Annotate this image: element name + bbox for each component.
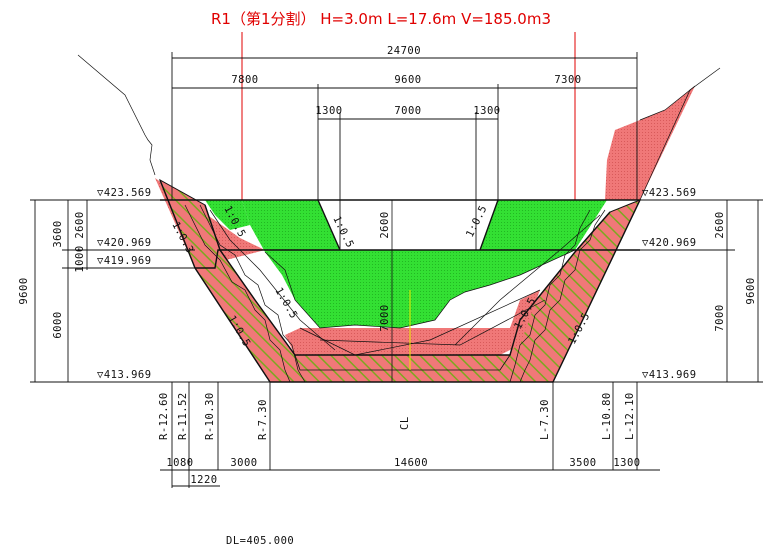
dim-center-width: 9600 [394, 74, 421, 86]
inner-cut-zone [285, 290, 540, 355]
dim-14600: 14600 [394, 457, 428, 469]
elev-left-top: ▽423.569 [97, 187, 152, 199]
dim-bottom-top: 7000 [394, 105, 421, 117]
mid-level-line [195, 249, 640, 269]
dim-center-7000: 7000 [379, 304, 391, 331]
dim-3500: 3500 [569, 457, 596, 469]
dim-right-9600: 9600 [745, 277, 757, 304]
elev-right-top: ▽423.569 [642, 187, 697, 199]
dim-left-3600: 3600 [52, 220, 64, 247]
offset-r3: R-10.30 [204, 392, 216, 440]
channel-left-wall [317, 199, 341, 251]
inner-outline [204, 204, 611, 356]
drawing-title: R1（第1分割） H=3.0m L=17.6m V=185.0m3 [211, 10, 551, 28]
dim-1300: 1300 [613, 457, 640, 469]
left-diagonal-1 [209, 209, 336, 351]
right-cut-region [605, 86, 695, 200]
offset-l1: L-7.30 [539, 399, 551, 440]
elev-left-mid2: ▽419.969 [97, 255, 152, 267]
offset-r2: R-11.52 [177, 392, 189, 440]
elev-right-bottom: ▽413.969 [642, 369, 697, 381]
offset-l2: L-10.80 [601, 392, 613, 440]
right-diagonal-1 [454, 214, 601, 346]
existing-ground-left [77, 54, 156, 176]
dim-right-width: 7300 [554, 74, 581, 86]
left-stepped-line-1 [184, 204, 291, 383]
right-stepped-line-1 [519, 209, 606, 383]
dim-left-width: 7800 [231, 74, 258, 86]
existing-ground-right-2 [639, 85, 696, 121]
elev-right-mid: ▽420.969 [642, 237, 697, 249]
channel-right-wall [479, 199, 499, 251]
dim-slope-left: 1300 [315, 105, 342, 117]
datum-level: DL=405.000 [226, 535, 294, 547]
dim-slope-right: 1300 [473, 105, 500, 117]
dim-total-width: 24700 [387, 45, 421, 57]
elev-left-mid: ▽420.969 [97, 237, 152, 249]
dim-left-9600: 9600 [18, 277, 30, 304]
dim-1080: 1080 [166, 457, 193, 469]
dim-1220: 1220 [190, 474, 217, 486]
bottom-hatch-strip [294, 354, 511, 371]
left-stepped-line-2 [199, 204, 306, 383]
riverbed-line-3 [319, 299, 546, 346]
dim-right-7000: 7000 [714, 304, 726, 331]
elev-left-bottom: ▽413.969 [97, 369, 152, 381]
dim-left-2600: 2600 [74, 211, 86, 238]
dim-right-2600: 2600 [714, 211, 726, 238]
sediment-fill-region [242, 200, 607, 328]
dim-left-6000: 6000 [52, 311, 64, 338]
right-stepped-line-2 [509, 209, 591, 383]
dim-3000: 3000 [230, 457, 257, 469]
riverbed-profile [264, 249, 576, 329]
offset-r4: R-7.30 [257, 399, 269, 440]
offset-l3: L-12.10 [624, 392, 636, 440]
offset-cl: CL [399, 416, 411, 430]
sediment-left-lip [205, 200, 250, 230]
offset-r1: R-12.60 [158, 392, 170, 440]
dim-left-1000: 1000 [74, 245, 86, 272]
dim-center-2600: 2600 [379, 211, 391, 238]
